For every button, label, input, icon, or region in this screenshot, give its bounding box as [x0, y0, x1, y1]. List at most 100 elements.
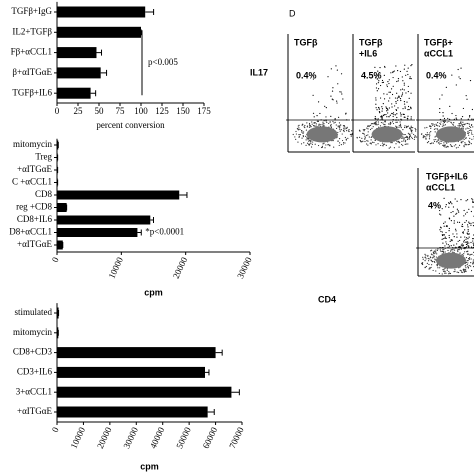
cell-dot — [404, 133, 406, 136]
cell-dot — [459, 125, 462, 127]
cell-dot — [466, 199, 469, 201]
cell-dot — [421, 262, 424, 264]
cell-dot — [459, 239, 461, 242]
cell-dot — [438, 125, 441, 127]
error-bar — [137, 229, 142, 236]
cell-dot — [393, 147, 396, 149]
cell-dot — [390, 142, 392, 144]
cell-dot — [410, 118, 412, 120]
cell-dot — [375, 124, 377, 126]
cell-dot — [367, 125, 369, 127]
cell-dot — [448, 120, 450, 123]
bar — [57, 67, 101, 79]
cell-dot — [325, 120, 327, 122]
cell-dot — [432, 269, 434, 272]
plot-title: TGFβ+IL6 — [426, 171, 468, 181]
cell-dot — [446, 121, 448, 123]
cell-dot — [359, 139, 361, 142]
cell-dot — [422, 258, 424, 260]
cell-dot — [333, 122, 335, 124]
cell-dot — [310, 140, 312, 142]
cell-dot — [395, 143, 397, 145]
cell-dot — [374, 139, 376, 141]
cell-dot — [397, 107, 399, 109]
cell-dot — [467, 250, 469, 252]
cell-dot — [461, 243, 463, 245]
cell-dot — [382, 145, 384, 147]
cell-dot — [404, 125, 406, 127]
cell-dot — [298, 127, 300, 129]
cell-dot — [388, 107, 390, 109]
cell-dot — [333, 146, 335, 148]
cell-dot — [324, 105, 326, 107]
cell-dot — [389, 146, 392, 148]
cell-dot — [453, 271, 455, 273]
plot-percent: 0.4% — [296, 70, 317, 80]
cell-dot — [461, 245, 463, 247]
cell-dot — [463, 241, 465, 243]
cell-dot — [298, 135, 300, 137]
cell-dot — [370, 143, 372, 145]
cell-dot — [470, 222, 472, 225]
cell-dot — [451, 145, 453, 148]
bar — [57, 26, 141, 38]
cell-dot — [431, 124, 434, 126]
cell-dot — [464, 221, 466, 224]
bar — [57, 366, 205, 378]
cell-dot — [410, 106, 412, 108]
cell-dot — [310, 146, 313, 148]
cell-dot — [472, 262, 474, 264]
cell-dot — [366, 143, 368, 145]
cell-dot — [410, 92, 412, 94]
cell-dot — [298, 124, 300, 127]
cell-dot — [429, 256, 431, 258]
cell-dot — [406, 117, 408, 119]
cell-dot — [396, 80, 398, 83]
y-tick-label: TGFβ+IL6 — [12, 87, 52, 97]
cell-dot — [449, 218, 451, 220]
cell-dot — [463, 123, 465, 125]
cell-dot — [469, 137, 471, 139]
cell-dot — [413, 133, 415, 136]
cell-dot — [467, 237, 469, 240]
cell-dot — [445, 206, 447, 208]
cell-dot — [456, 200, 458, 202]
cell-dot — [458, 124, 461, 126]
error-bar — [231, 389, 240, 396]
cell-dot — [388, 147, 390, 149]
cell-dot — [335, 65, 337, 67]
cell-dot — [318, 124, 320, 127]
cell-dot — [469, 125, 471, 127]
cell-dot — [305, 135, 307, 137]
cell-dot — [391, 113, 393, 115]
cell-dot — [338, 122, 341, 124]
cell-dot — [403, 138, 405, 140]
cell-dot — [444, 245, 446, 247]
bar — [57, 307, 59, 319]
cell-dot — [306, 126, 308, 128]
plot-title: TGFβ — [294, 37, 318, 47]
cell-dot — [472, 238, 474, 240]
cell-dot — [468, 253, 470, 255]
cell-dot — [461, 125, 463, 127]
cell-dot — [375, 122, 377, 124]
cell-dot — [315, 125, 317, 127]
cell-dot — [447, 117, 449, 120]
cell-dot — [373, 141, 375, 144]
cell-dot — [441, 234, 443, 236]
cell-dot — [472, 240, 474, 242]
cell-dot — [300, 143, 303, 145]
bar — [57, 406, 208, 418]
cell-dot — [471, 130, 473, 132]
cell-dot — [377, 121, 379, 123]
bar — [57, 190, 180, 200]
x-axis-label: CD4 — [318, 294, 336, 304]
cell-dot — [453, 244, 455, 246]
cell-dot — [399, 124, 402, 126]
cell-dot — [309, 143, 311, 145]
cell-dot — [407, 90, 409, 93]
cell-dot — [466, 144, 468, 146]
cell-dot — [377, 118, 379, 120]
cell-dot — [433, 253, 435, 255]
cell-dot — [444, 272, 446, 274]
